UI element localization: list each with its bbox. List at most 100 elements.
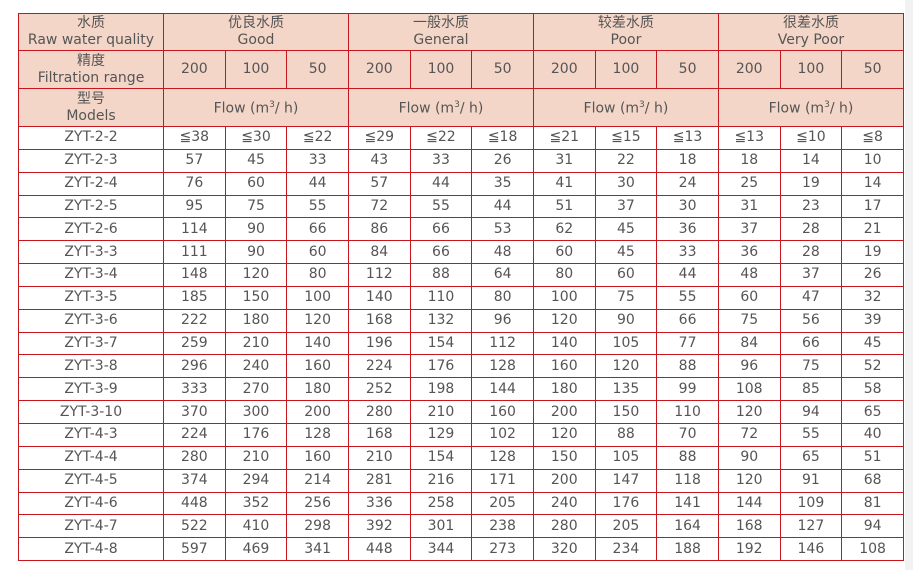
flow-cell: 205: [471, 491, 534, 516]
flow-cell: 160: [532, 354, 596, 379]
group-cn: 优良水质: [227, 15, 284, 31]
flow-cell: 469: [224, 537, 288, 562]
flow-cell: 95: [163, 194, 226, 219]
flow-cell: 132: [409, 308, 473, 333]
flow-cell: 28: [779, 217, 843, 242]
flow-cell: 374: [163, 468, 226, 493]
flow-cell: 222: [163, 308, 226, 333]
flow-cell: 210: [347, 445, 411, 470]
flow-cell: 370: [163, 400, 226, 424]
flow-cell: 75: [594, 285, 658, 310]
flow-cell: 30: [656, 194, 719, 219]
flow-cell: 112: [471, 331, 534, 356]
model-cell: ZYT-3-4: [18, 263, 164, 287]
range-cell: 50: [841, 50, 904, 89]
flow-cell: 19: [779, 171, 843, 196]
flow-cell: 86: [347, 217, 411, 242]
flow-cell: ≦29: [347, 126, 411, 150]
flow-cell: 111: [163, 240, 226, 265]
flow-cell: 76: [163, 171, 226, 196]
group-en: General: [413, 32, 469, 48]
flow-cell: 120: [717, 468, 781, 493]
flow-cell: 140: [347, 285, 411, 310]
flow-cell: 96: [717, 354, 781, 379]
flow-cell: 188: [656, 537, 719, 562]
flow-cell: 39: [841, 308, 904, 333]
flow-cell: 100: [286, 285, 349, 310]
table-row: ZYT-3-5 185 150 100 140 110 80 100 75 55 60 47 32: [18, 285, 904, 310]
flow-cell: 448: [163, 491, 226, 516]
flow-cell: 26: [841, 263, 904, 287]
range-cell: 100: [594, 50, 658, 89]
flow-unit-header: Flow (m3/ h): [163, 88, 349, 127]
table-row: ZYT-2-4 76 60 44 57 44 35 41 30 24 25 19 14: [18, 171, 904, 196]
flow-cell: 198: [409, 377, 473, 402]
flow-cell: 62: [532, 217, 596, 242]
flow-label: Flow (m: [213, 100, 270, 117]
flow-cell: 150: [594, 400, 658, 424]
flow-cell: 148: [163, 263, 226, 287]
quality-en: Raw water quality: [27, 32, 155, 48]
group-header: 优良水质 Good: [163, 13, 349, 51]
flow-cell: 270: [224, 377, 288, 402]
flow-cell: 180: [286, 377, 349, 402]
flow-suffix: / h): [644, 100, 669, 117]
flow-cell: 120: [594, 354, 658, 379]
flow-cell: 273: [471, 537, 534, 562]
flow-cell: 120: [286, 308, 349, 333]
flow-cell: 77: [656, 331, 719, 356]
range-cell: 200: [532, 50, 596, 89]
table-row: ZYT-4-8 597 469 341 448 344 273 320 234 188 192 146…: [18, 537, 904, 562]
group-en: Poor: [610, 32, 642, 48]
flow-cell: 55: [286, 194, 349, 219]
flow-cell: 66: [409, 240, 473, 265]
flow-cell: 44: [409, 171, 473, 196]
flow-cell: 112: [347, 263, 411, 287]
flow-cell: 65: [779, 445, 843, 470]
flow-suffix: / h): [274, 100, 299, 117]
flow-table: 水质 Raw water quality 优良水质 Good 一般水质 General 较…: [18, 13, 905, 562]
flow-cell: 14: [779, 148, 843, 173]
range-cell: 50: [471, 50, 534, 89]
flow-cell: 10: [841, 148, 904, 173]
flow-cell: 141: [656, 491, 719, 516]
models-header-row: 型号 Models Flow (m3/ h) Flow (m3/ h) Flow (m…: [18, 88, 905, 127]
flow-cell: 30: [594, 171, 658, 196]
flow-cell: 108: [717, 377, 781, 402]
flow-cell: 129: [409, 422, 473, 447]
flow-cell: 28: [779, 240, 843, 265]
model-cell: ZYT-2-6: [18, 217, 164, 242]
flow-cell: 53: [471, 217, 534, 242]
flow-cell: 60: [532, 240, 596, 265]
flow-cell: 597: [163, 537, 226, 562]
flow-cell: 72: [347, 194, 411, 219]
flow-cell: 44: [471, 194, 534, 219]
flow-cell: 234: [594, 537, 658, 562]
group-en: Good: [237, 32, 275, 48]
flow-cell: 120: [224, 263, 288, 287]
flow-cell: 56: [779, 308, 843, 333]
model-cell: ZYT-4-8: [18, 537, 164, 562]
flow-cell: 99: [656, 377, 719, 402]
flow-cell: 96: [471, 308, 534, 333]
flow-cell: 160: [471, 400, 534, 424]
flow-cell: 48: [717, 263, 781, 287]
flow-sup: 3: [454, 100, 460, 111]
flow-cell: 333: [163, 377, 226, 402]
flow-cell: 37: [594, 194, 658, 219]
flow-cell: 344: [409, 537, 473, 562]
flow-sup: 3: [269, 100, 275, 111]
flow-cell: 120: [717, 400, 781, 424]
flow-cell: 60: [286, 240, 349, 265]
flow-cell: 168: [717, 514, 781, 539]
flow-cell: 84: [347, 240, 411, 265]
flow-cell: 91: [779, 468, 843, 493]
flow-cell: 128: [471, 354, 534, 379]
table-row: ZYT-4-3 224 176 128 168 129 102 120 88 70 72 55 40: [18, 422, 904, 447]
flow-cell: 301: [409, 514, 473, 539]
quality-header: 水质 Raw water quality: [18, 13, 164, 51]
flow-cell: 120: [532, 308, 596, 333]
flow-cell: 65: [841, 400, 904, 424]
flow-cell: 154: [409, 445, 473, 470]
quality-cn: 水质: [77, 15, 105, 31]
